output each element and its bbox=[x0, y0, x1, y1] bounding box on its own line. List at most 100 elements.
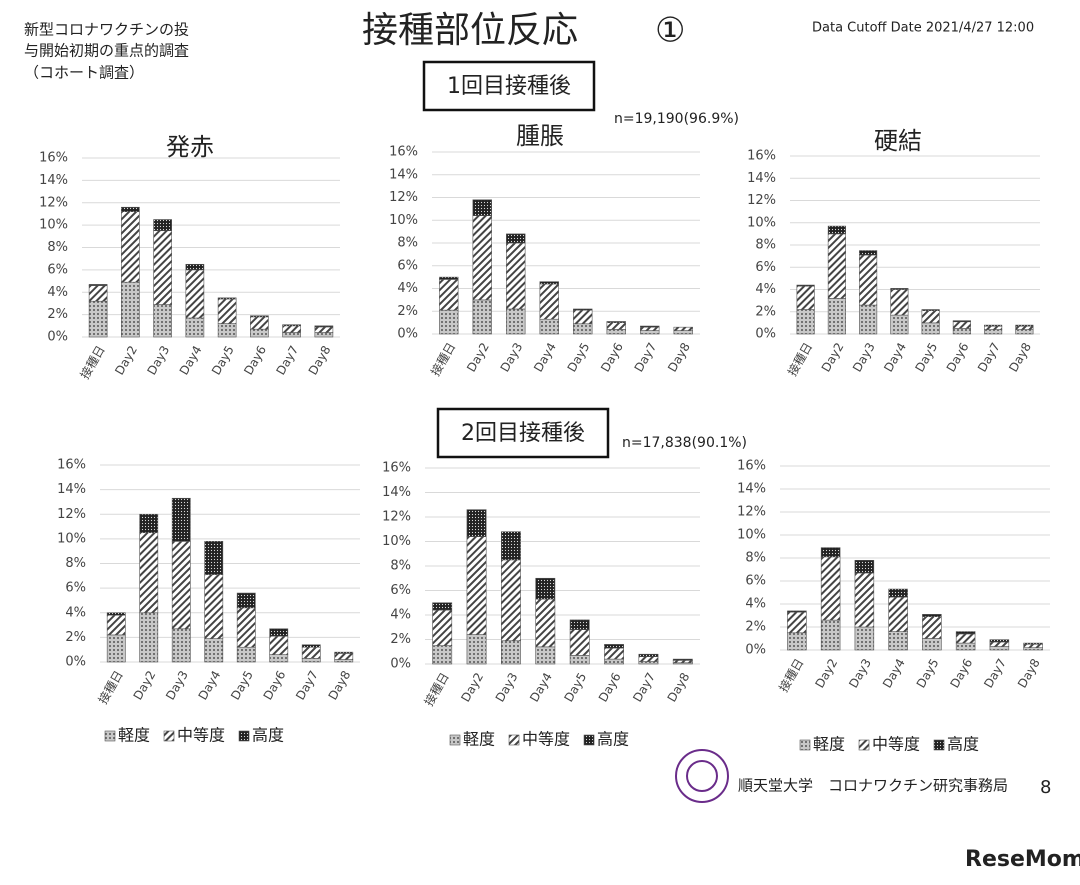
bar-segment bbox=[984, 324, 1003, 327]
bar-segment bbox=[314, 325, 334, 328]
bar-segment bbox=[1015, 324, 1034, 327]
bar-segment bbox=[888, 631, 908, 651]
bar-segment bbox=[573, 308, 593, 311]
y-tick-label: 4% bbox=[390, 608, 411, 623]
bar-segment bbox=[334, 653, 354, 660]
bar-segment bbox=[121, 211, 140, 283]
bar-segment bbox=[236, 646, 256, 663]
bar-segment bbox=[501, 559, 521, 642]
bar-segment bbox=[282, 332, 301, 338]
bar-segment bbox=[301, 644, 321, 648]
bar-segment bbox=[955, 633, 976, 644]
x-tick-label: Day8 bbox=[306, 343, 334, 377]
y-tick-label: 0% bbox=[390, 657, 411, 672]
slide-title: 接種部位反応 bbox=[362, 10, 578, 51]
bar-segment bbox=[282, 325, 301, 333]
x-tick-label: Day3 bbox=[850, 340, 878, 374]
bar-segment bbox=[604, 658, 624, 665]
bar-segment bbox=[888, 588, 908, 598]
x-tick-label: Day5 bbox=[565, 340, 593, 374]
bar-segment bbox=[432, 602, 453, 611]
bar-segment bbox=[506, 242, 526, 310]
bar-segment bbox=[153, 219, 172, 232]
y-tick-label: 10% bbox=[382, 534, 411, 549]
bar-segment bbox=[640, 326, 660, 331]
bar-segment bbox=[827, 298, 846, 335]
bar-segment bbox=[604, 644, 624, 649]
bar-segment bbox=[859, 254, 878, 306]
bar-segment bbox=[185, 269, 205, 319]
bar-segment bbox=[334, 659, 354, 663]
y-tick-label: 2% bbox=[47, 307, 68, 322]
x-tick-label: Day6 bbox=[944, 340, 972, 374]
bar-segment bbox=[185, 263, 205, 271]
bar-segment bbox=[88, 285, 108, 302]
y-tick-label: 0% bbox=[65, 655, 86, 670]
bar-segment bbox=[314, 326, 334, 333]
legend-label: 中等度 bbox=[177, 726, 225, 745]
x-tick-label: Day4 bbox=[880, 656, 908, 690]
x-tick-label: Day4 bbox=[881, 340, 909, 374]
bar-segment bbox=[314, 332, 334, 338]
bar-segment bbox=[432, 609, 453, 646]
bar-segment bbox=[854, 559, 875, 574]
x-tick-label: Day6 bbox=[947, 656, 975, 690]
bar-segment bbox=[204, 638, 224, 663]
bar-segment bbox=[236, 607, 256, 648]
bar-segment bbox=[506, 233, 526, 244]
bar-segment bbox=[955, 642, 976, 651]
bar-segment bbox=[859, 304, 878, 335]
x-tick-label: Day2 bbox=[464, 340, 492, 374]
bar-segment bbox=[535, 577, 556, 600]
y-tick-label: 8% bbox=[745, 551, 766, 566]
bar-segment bbox=[466, 634, 487, 665]
y-tick-label: 6% bbox=[47, 262, 68, 277]
y-tick-label: 12% bbox=[39, 195, 68, 210]
bar-segment bbox=[501, 640, 521, 665]
bar-segment bbox=[989, 641, 1010, 647]
x-tick-label: Day8 bbox=[665, 670, 693, 704]
x-tick-label: 接種日 bbox=[784, 340, 815, 379]
x-tick-label: Day5 bbox=[562, 670, 590, 704]
legend-label: 高度 bbox=[947, 735, 979, 754]
bar-segment bbox=[139, 513, 159, 534]
bar-segment bbox=[236, 592, 256, 609]
x-tick-label: Day3 bbox=[493, 670, 521, 704]
bar-segment bbox=[121, 281, 140, 338]
y-tick-label: 16% bbox=[747, 149, 776, 164]
bar-segment bbox=[217, 297, 237, 300]
x-tick-label: Day8 bbox=[1015, 656, 1043, 690]
bar-segment bbox=[787, 611, 807, 634]
slide-title-number: ① bbox=[655, 11, 685, 51]
bar-segment bbox=[859, 250, 878, 256]
x-tick-label: Day3 bbox=[846, 656, 874, 690]
y-tick-label: 16% bbox=[39, 151, 68, 166]
y-tick-label: 4% bbox=[745, 597, 766, 612]
x-tick-label: Day2 bbox=[458, 670, 486, 704]
bar-segment bbox=[890, 289, 909, 316]
section-box bbox=[422, 60, 596, 112]
bar-segment bbox=[890, 288, 909, 290]
bar-segment bbox=[217, 298, 237, 324]
legend-label: 中等度 bbox=[872, 735, 920, 754]
page-number: 8 bbox=[1040, 777, 1051, 798]
x-tick-label: Day6 bbox=[241, 343, 269, 377]
bar-segment bbox=[952, 321, 971, 329]
bar-segment bbox=[604, 647, 624, 660]
bar-segment bbox=[787, 610, 807, 613]
legend-label: 高度 bbox=[597, 730, 629, 749]
y-tick-label: 2% bbox=[65, 630, 86, 645]
y-tick-label: 10% bbox=[39, 218, 68, 233]
x-tick-label: Day2 bbox=[812, 656, 840, 690]
x-tick-label: 接種日 bbox=[95, 668, 126, 707]
y-tick-label: 14% bbox=[747, 171, 776, 186]
x-tick-label: Day3 bbox=[163, 668, 191, 702]
bar-segment bbox=[269, 654, 289, 663]
bar-segment bbox=[984, 329, 1003, 335]
x-tick-label: 接種日 bbox=[421, 670, 452, 709]
y-tick-label: 2% bbox=[397, 304, 418, 319]
x-tick-label: Day2 bbox=[131, 668, 159, 702]
header-line: 新型コロナワクチンの投 bbox=[24, 21, 189, 39]
